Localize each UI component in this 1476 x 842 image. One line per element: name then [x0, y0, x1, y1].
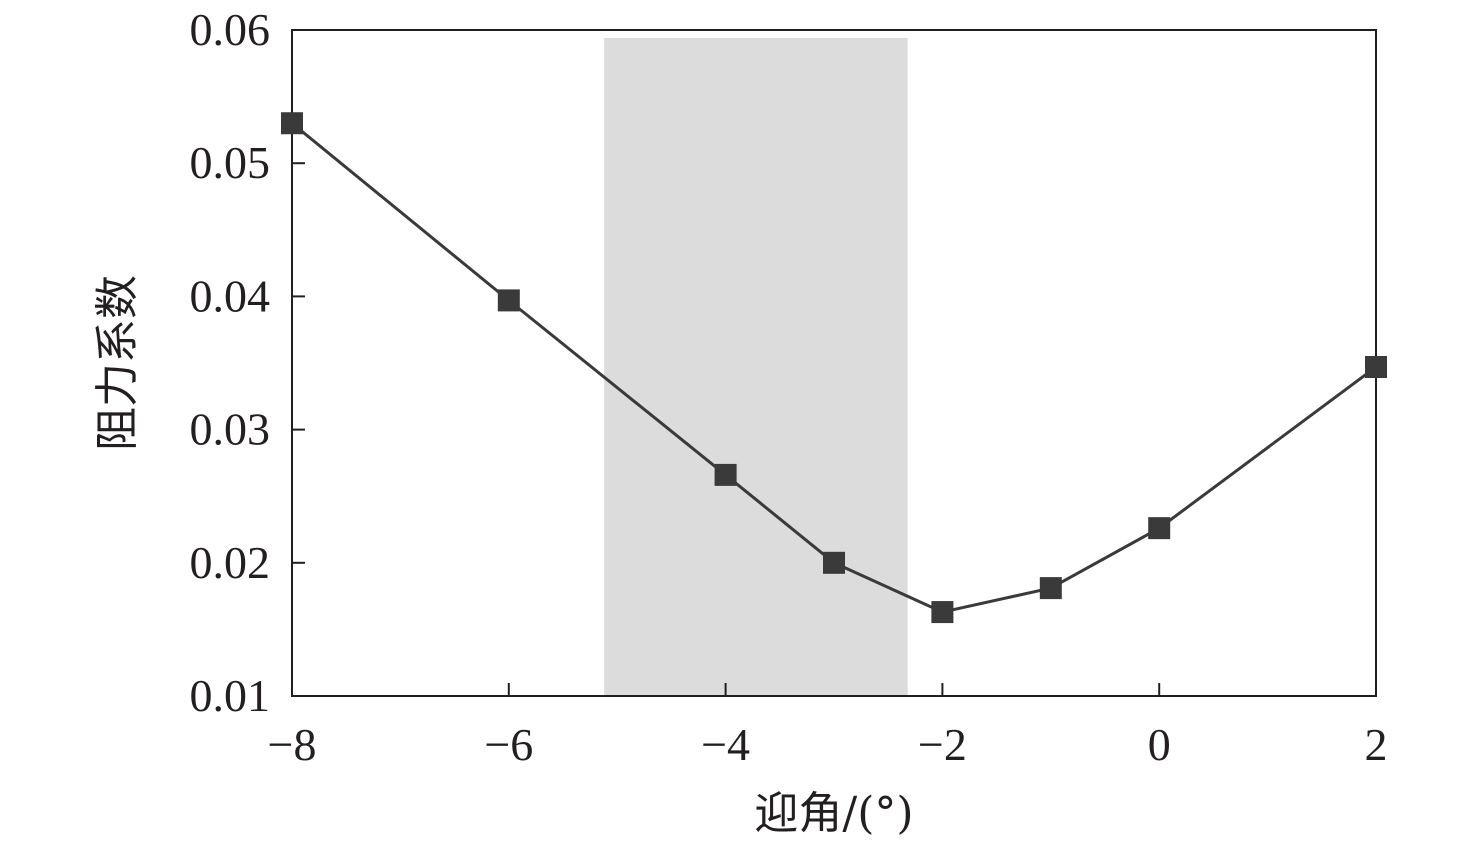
data-point [823, 551, 845, 574]
series-line-layer [291, 122, 1377, 614]
x-tick-label: −4 [701, 719, 750, 770]
shaded-region-layer [604, 38, 908, 696]
x-tick-label: −8 [268, 719, 317, 770]
x-tick-label: 2 [1365, 719, 1388, 770]
data-point [931, 601, 954, 624]
shaded-region [604, 38, 908, 696]
x-axis-title: 迎角/(°) [754, 788, 913, 839]
series-line [291, 122, 1377, 614]
ticks: 0.01 0.02 0.03 0.04 0.05 0.06 −8 −6 −4 −2 0 2 [190, 4, 1388, 770]
y-axis-title: 阻力系数 [92, 275, 143, 451]
y-tick-label: 0.06 [190, 4, 271, 55]
data-point [714, 463, 737, 486]
y-tick-label: 0.02 [190, 537, 271, 588]
x-tick-label: 0 [1148, 719, 1171, 770]
y-tick-label: 0.04 [190, 270, 271, 321]
x-tick-label: −6 [484, 719, 533, 770]
y-tick-label: 0.03 [190, 404, 271, 455]
x-tick-label: −2 [918, 719, 967, 770]
y-tick-label: 0.01 [190, 670, 271, 721]
data-point [1148, 517, 1171, 540]
data-point [497, 289, 520, 312]
data-point [1039, 577, 1062, 600]
series-markers [281, 112, 1387, 624]
data-point [1365, 355, 1387, 378]
y-tick-label: 0.05 [190, 137, 271, 188]
data-point [281, 112, 303, 135]
